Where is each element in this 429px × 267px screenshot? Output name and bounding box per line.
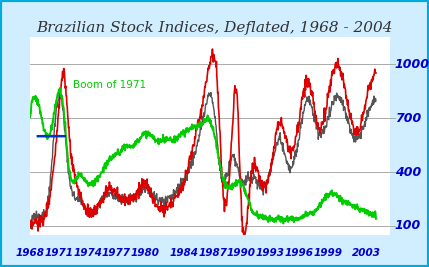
Text: 1990: 1990 bbox=[227, 248, 256, 258]
Text: 1999: 1999 bbox=[314, 248, 342, 258]
Text: 1980: 1980 bbox=[131, 248, 160, 258]
Text: 1974: 1974 bbox=[73, 248, 102, 258]
Text: 1000: 1000 bbox=[395, 58, 429, 71]
Text: 1984: 1984 bbox=[169, 248, 198, 258]
Text: 100: 100 bbox=[395, 219, 421, 233]
Text: 1968: 1968 bbox=[15, 248, 45, 258]
Text: Brazilian Stock Indices, Deflated, 1968 - 2004: Brazilian Stock Indices, Deflated, 1968 … bbox=[36, 21, 393, 35]
Text: 400: 400 bbox=[395, 166, 421, 179]
Text: 700: 700 bbox=[395, 112, 421, 125]
Text: 1977: 1977 bbox=[102, 248, 131, 258]
Text: 1996: 1996 bbox=[284, 248, 314, 258]
Text: 1987: 1987 bbox=[198, 248, 227, 258]
Text: Boom of 1971: Boom of 1971 bbox=[73, 80, 146, 90]
Text: 2003: 2003 bbox=[352, 248, 381, 258]
Text: 1971: 1971 bbox=[44, 248, 73, 258]
Text: 1993: 1993 bbox=[256, 248, 285, 258]
